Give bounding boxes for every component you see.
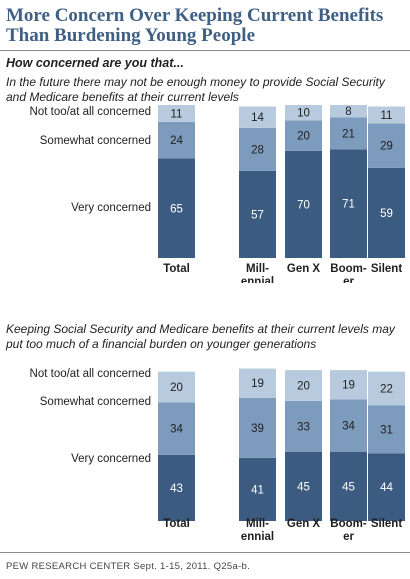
bar-segment: [239, 170, 276, 258]
data-label: 20: [170, 382, 183, 394]
category-label: Gen X: [287, 263, 321, 275]
data-label: 65: [170, 203, 183, 215]
category-label: Mill-: [246, 518, 269, 530]
bar-segment: [285, 120, 322, 151]
data-label: 41: [251, 484, 264, 496]
chart-subtitle: How concerned are you that...: [6, 56, 184, 70]
category-label: Silent: [371, 518, 402, 530]
series-label-2: Not too/at all concerned: [30, 368, 151, 380]
data-label: 57: [251, 209, 264, 221]
question-2: Keeping Social Security and Medicare ben…: [6, 322, 395, 351]
bar-segment: [158, 402, 195, 455]
question-1: In the future there may not be enough mo…: [6, 75, 385, 104]
data-label: 45: [342, 481, 355, 493]
data-label: 21: [342, 128, 355, 140]
category-label: Boom-: [330, 518, 367, 530]
bar-segment: [330, 149, 367, 258]
chart-title: More Concern Over Keeping Current Benefi…: [6, 5, 384, 46]
data-label: 20: [297, 380, 310, 392]
bar-segment: [239, 106, 276, 128]
bar-segment: [368, 371, 405, 406]
data-label: 11: [381, 110, 393, 122]
bar-segment: [330, 105, 367, 118]
data-label: 8: [345, 106, 351, 118]
bar-segment: [368, 167, 405, 258]
bar-segment: [285, 105, 322, 121]
data-label: 43: [170, 483, 183, 495]
stacked-bar-chart-2: Not too/at all concerned Somewhat concern…: [30, 368, 405, 543]
data-label: 71: [342, 199, 355, 211]
data-label: 33: [297, 421, 310, 433]
category-label: ennial: [241, 276, 274, 283]
data-label: 59: [380, 208, 393, 220]
bar-segment: [368, 106, 405, 124]
data-label: 24: [170, 135, 183, 147]
data-label: 70: [297, 199, 310, 211]
bar-segment: [239, 397, 276, 458]
data-label: 34: [170, 424, 183, 436]
bar-segment: [158, 454, 195, 521]
bar-segment: [158, 121, 195, 159]
category-label: er: [343, 531, 354, 543]
data-label: 34: [342, 421, 355, 433]
data-label: 22: [380, 384, 393, 396]
bar-segment: [239, 127, 276, 171]
source-note: PEW RESEARCH CENTER Sept. 1-15, 2011. Q2…: [6, 561, 251, 572]
series-label-1: Somewhat concerned: [40, 135, 151, 147]
series-label-0: Very concerned: [71, 453, 151, 465]
data-label: 31: [380, 424, 393, 436]
data-label: 10: [297, 108, 310, 120]
bar-segment: [239, 368, 276, 398]
bar-segment: [368, 405, 405, 454]
series-label-2: Not too/at all concerned: [30, 106, 151, 118]
data-label: 39: [251, 423, 264, 435]
data-label: 20: [297, 131, 310, 143]
bar-segment: [330, 370, 367, 400]
bar-segment: [285, 150, 322, 258]
category-label: Boom-: [330, 263, 367, 275]
data-label: 14: [251, 112, 264, 124]
bar-segment: [368, 453, 405, 521]
data-label: 45: [297, 481, 310, 493]
bar-segment: [330, 451, 367, 521]
data-label: 11: [171, 108, 183, 120]
bar-segment: [158, 105, 195, 122]
bar-segment: [330, 399, 367, 452]
category-label: ennial: [241, 531, 274, 543]
category-label: Mill-: [246, 263, 269, 275]
bar-segment: [330, 117, 367, 150]
source-divider: [0, 552, 410, 553]
category-label: Silent: [371, 263, 402, 275]
category-label: Total: [163, 263, 190, 275]
bar-segment: [239, 457, 276, 521]
series-label-1: Somewhat concerned: [40, 396, 151, 408]
data-label: 28: [251, 144, 264, 156]
stacked-bar-chart-1: Not too/at all concerned Somewhat concern…: [30, 105, 405, 283]
data-label: 19: [251, 378, 264, 390]
category-label: Total: [163, 518, 190, 530]
bar-segment: [285, 451, 322, 521]
bar-segment: [368, 123, 405, 168]
category-label: Gen X: [287, 518, 321, 530]
bar-segment: [285, 370, 322, 401]
title-divider: [0, 50, 410, 51]
data-label: 44: [380, 482, 393, 494]
series-label-0: Very concerned: [71, 202, 151, 214]
bar-segment: [158, 158, 195, 258]
category-label: er: [343, 276, 354, 283]
data-label: 29: [380, 141, 393, 153]
data-label: 19: [342, 380, 355, 392]
bar-segment: [285, 400, 322, 452]
bar-segment: [158, 371, 195, 403]
